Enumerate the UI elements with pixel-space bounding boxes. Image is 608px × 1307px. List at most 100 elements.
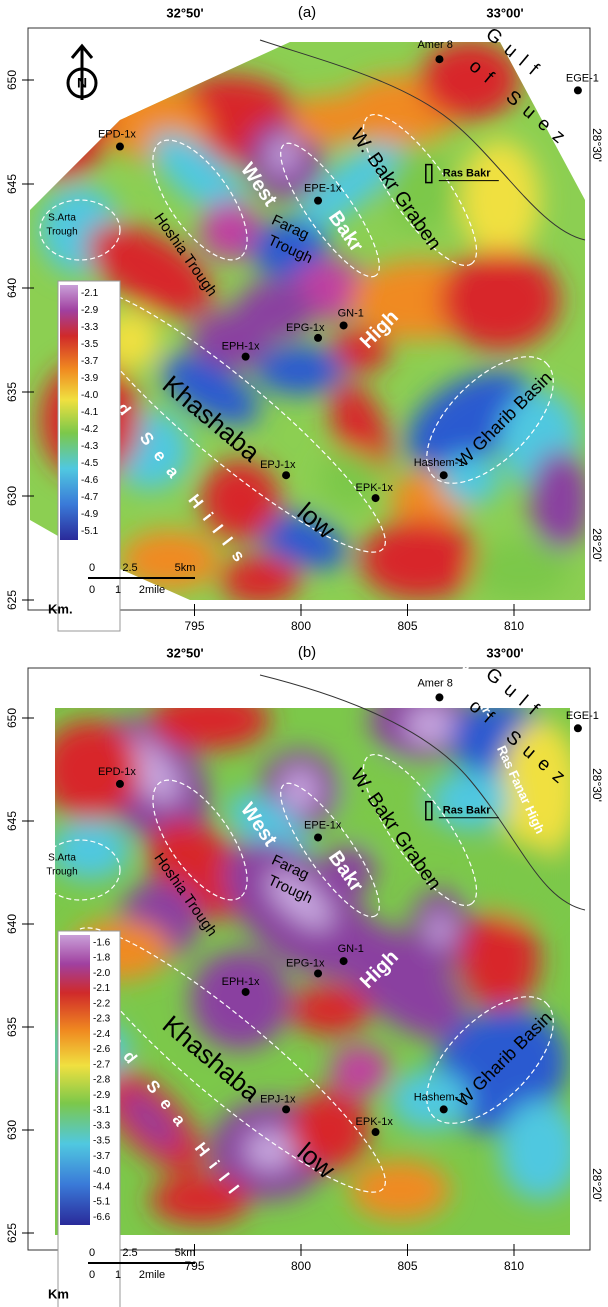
well-label: EPD-1x [98, 128, 136, 140]
y-tick-label: 645 [5, 174, 19, 194]
colorbar-label: -4.7 [81, 492, 99, 503]
anomaly [430, 770, 510, 830]
anomaly [480, 840, 560, 920]
coastline [259, 674, 586, 911]
well [339, 321, 348, 330]
colorbar-label: -3.5 [93, 1136, 111, 1147]
anomaly [220, 555, 300, 600]
scale-mile-label: 2mile [139, 584, 165, 596]
colorbar-label: -6.6 [93, 1212, 111, 1223]
well [371, 494, 380, 503]
well [371, 1128, 380, 1137]
trough-outline [39, 199, 121, 261]
anomaly [420, 42, 520, 120]
colorbar-label: -1.6 [93, 937, 111, 948]
x-tick-label: 805 [397, 1259, 417, 1273]
well [282, 471, 291, 480]
trough-outline [280, 782, 380, 918]
anomaly [405, 708, 455, 745]
well-label: Ras Bakr [443, 168, 491, 180]
scale-mile-label: 2mile [139, 1269, 165, 1281]
scale-km-label: 0 [89, 562, 95, 574]
anomaly [470, 540, 570, 600]
longitude-label: 32°50' [166, 645, 203, 660]
colorbar-label: -3.1 [93, 1105, 111, 1116]
well-label: EPE-1x [304, 819, 342, 831]
colorbar-label: -4.4 [93, 1181, 111, 1192]
anomaly [440, 250, 560, 350]
well-label: GN-1 [338, 943, 364, 955]
anomaly [267, 870, 333, 930]
feature-label: Trough [46, 227, 77, 238]
colorbar-label: -5.1 [93, 1197, 111, 1208]
scale-km-label: 2.5 [122, 1247, 137, 1259]
well-label: EPK-1x [356, 482, 394, 494]
colorbar-label: -3.5 [81, 339, 99, 350]
y-tick-label: 650 [5, 708, 19, 728]
well-label: EPJ-1x [260, 459, 296, 471]
anomaly [428, 914, 452, 946]
well-label: EPD-1x [98, 766, 136, 778]
anomaly [150, 708, 270, 750]
well [314, 969, 323, 978]
trough-outline [426, 356, 554, 484]
anomaly [86, 223, 214, 317]
y-tick-label: 650 [5, 70, 19, 90]
well-label: EPE-1x [304, 183, 342, 195]
well [282, 1105, 291, 1114]
anomaly [255, 345, 345, 395]
anomaly [190, 310, 270, 370]
anomaly [460, 140, 540, 260]
well-label: Hashem-1 [414, 457, 465, 469]
anomaly [160, 355, 260, 425]
longitude-label: 32°50' [166, 5, 203, 20]
trough-outline [426, 996, 554, 1124]
scale-mile-label: 0 [89, 1269, 95, 1281]
colorbar-label: -4.0 [81, 390, 99, 401]
scale-km-label: 5km [175, 1247, 196, 1259]
anomaly [360, 520, 480, 600]
anomaly [460, 910, 540, 1010]
anomaly [151, 131, 249, 219]
longitude-label: 33°00' [486, 5, 523, 20]
anomaly [320, 450, 380, 510]
anomaly [120, 1090, 180, 1150]
coastline [259, 39, 586, 241]
scale-mile-label: 0 [89, 584, 95, 596]
well-label: GN-1 [338, 307, 364, 319]
trough-outline [280, 142, 380, 278]
scale-mile-label: 1 [115, 584, 121, 596]
anomaly [200, 460, 280, 540]
north-arrow: N [66, 43, 98, 100]
colorbar-unit: Km [48, 1286, 69, 1301]
trough-outline [362, 753, 478, 907]
well [314, 833, 323, 842]
y-tick-label: 630 [5, 486, 19, 506]
well [339, 957, 348, 966]
x-tick-label: 805 [397, 619, 417, 633]
anomaly [200, 200, 260, 260]
scale-km-label: 2.5 [122, 562, 137, 574]
trough-outline [362, 113, 478, 267]
colorbar-label: -2.6 [93, 1044, 111, 1055]
anomaly [530, 450, 585, 550]
anomaly [330, 328, 390, 372]
anomaly [340, 760, 420, 840]
y-tick-label: 630 [5, 1120, 19, 1140]
y-tick-label: 625 [5, 590, 19, 610]
well-label: EGE-1 [566, 710, 599, 722]
longitude-label: 33°00' [486, 645, 523, 660]
anomaly [252, 510, 348, 570]
well-label: Hashem-1 [414, 1091, 465, 1103]
anomaly [290, 985, 370, 1035]
y-tick-label: 635 [5, 1017, 19, 1037]
colorbar-label: -3.3 [93, 1120, 111, 1131]
anomaly [290, 1090, 370, 1170]
colorbar [60, 935, 90, 1225]
well-label: EPG-1x [286, 957, 325, 969]
well-label: Amer 8 [417, 39, 452, 51]
well-label: EGE-1 [566, 72, 599, 84]
colorbar-label: -4.9 [81, 509, 99, 520]
